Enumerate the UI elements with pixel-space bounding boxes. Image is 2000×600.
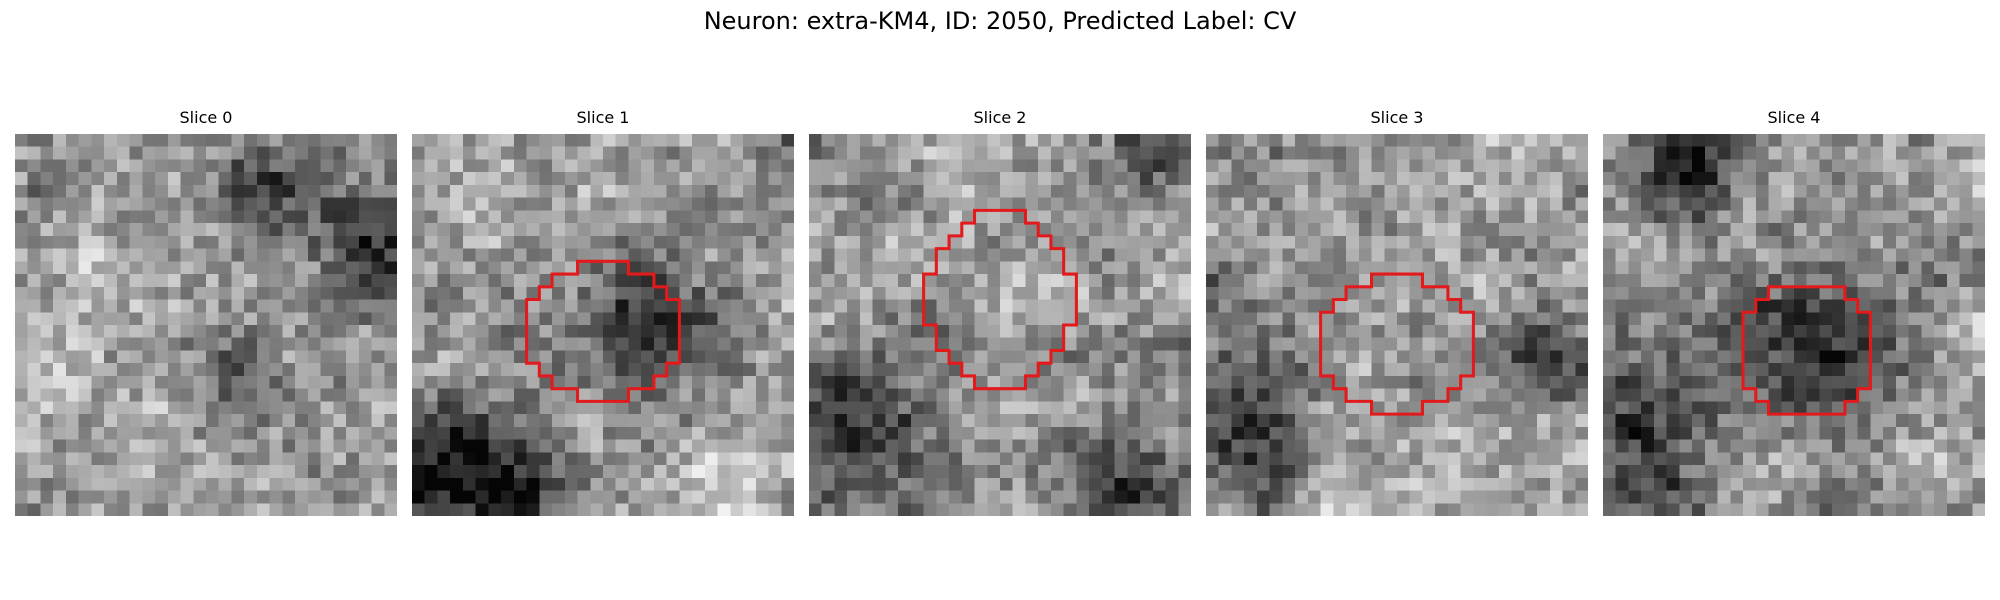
slice-image bbox=[1206, 134, 1588, 516]
roi-overlay bbox=[1741, 285, 1872, 416]
slice-image bbox=[809, 134, 1191, 516]
slice-image-frame bbox=[15, 134, 397, 516]
slice-title: Slice 3 bbox=[1370, 108, 1424, 127]
slice-image-frame bbox=[1603, 134, 1985, 516]
slice-title: Slice 1 bbox=[576, 108, 630, 127]
slice-image bbox=[412, 134, 794, 516]
figure-title: Neuron: extra-KM4, ID: 2050, Predicted L… bbox=[703, 7, 1297, 35]
slice-panel-4: Slice 4 bbox=[1603, 108, 1985, 520]
slice-image bbox=[15, 134, 397, 516]
slice-title: Slice 0 bbox=[179, 108, 233, 127]
roi-contour bbox=[525, 259, 681, 403]
slice-panel-2: Slice 2 bbox=[809, 108, 1191, 520]
slice-panel-3: Slice 3 bbox=[1206, 108, 1588, 520]
roi-overlay bbox=[1319, 272, 1475, 416]
roi-overlay bbox=[525, 259, 681, 403]
slice-panel-0: Slice 0 bbox=[15, 108, 397, 520]
slice-image-frame bbox=[412, 134, 794, 516]
slice-title: Slice 2 bbox=[973, 108, 1027, 127]
roi-contour bbox=[1319, 272, 1475, 416]
slice-image-frame bbox=[809, 134, 1191, 516]
slice-title: Slice 4 bbox=[1767, 108, 1821, 127]
slice-image-frame bbox=[1206, 134, 1588, 516]
slice-image bbox=[1603, 134, 1985, 516]
roi-contour bbox=[1741, 285, 1872, 416]
slice-panel-1: Slice 1 bbox=[412, 108, 794, 520]
roi-overlay bbox=[15, 134, 397, 516]
roi-overlay bbox=[922, 208, 1078, 391]
roi-contour bbox=[922, 208, 1078, 391]
